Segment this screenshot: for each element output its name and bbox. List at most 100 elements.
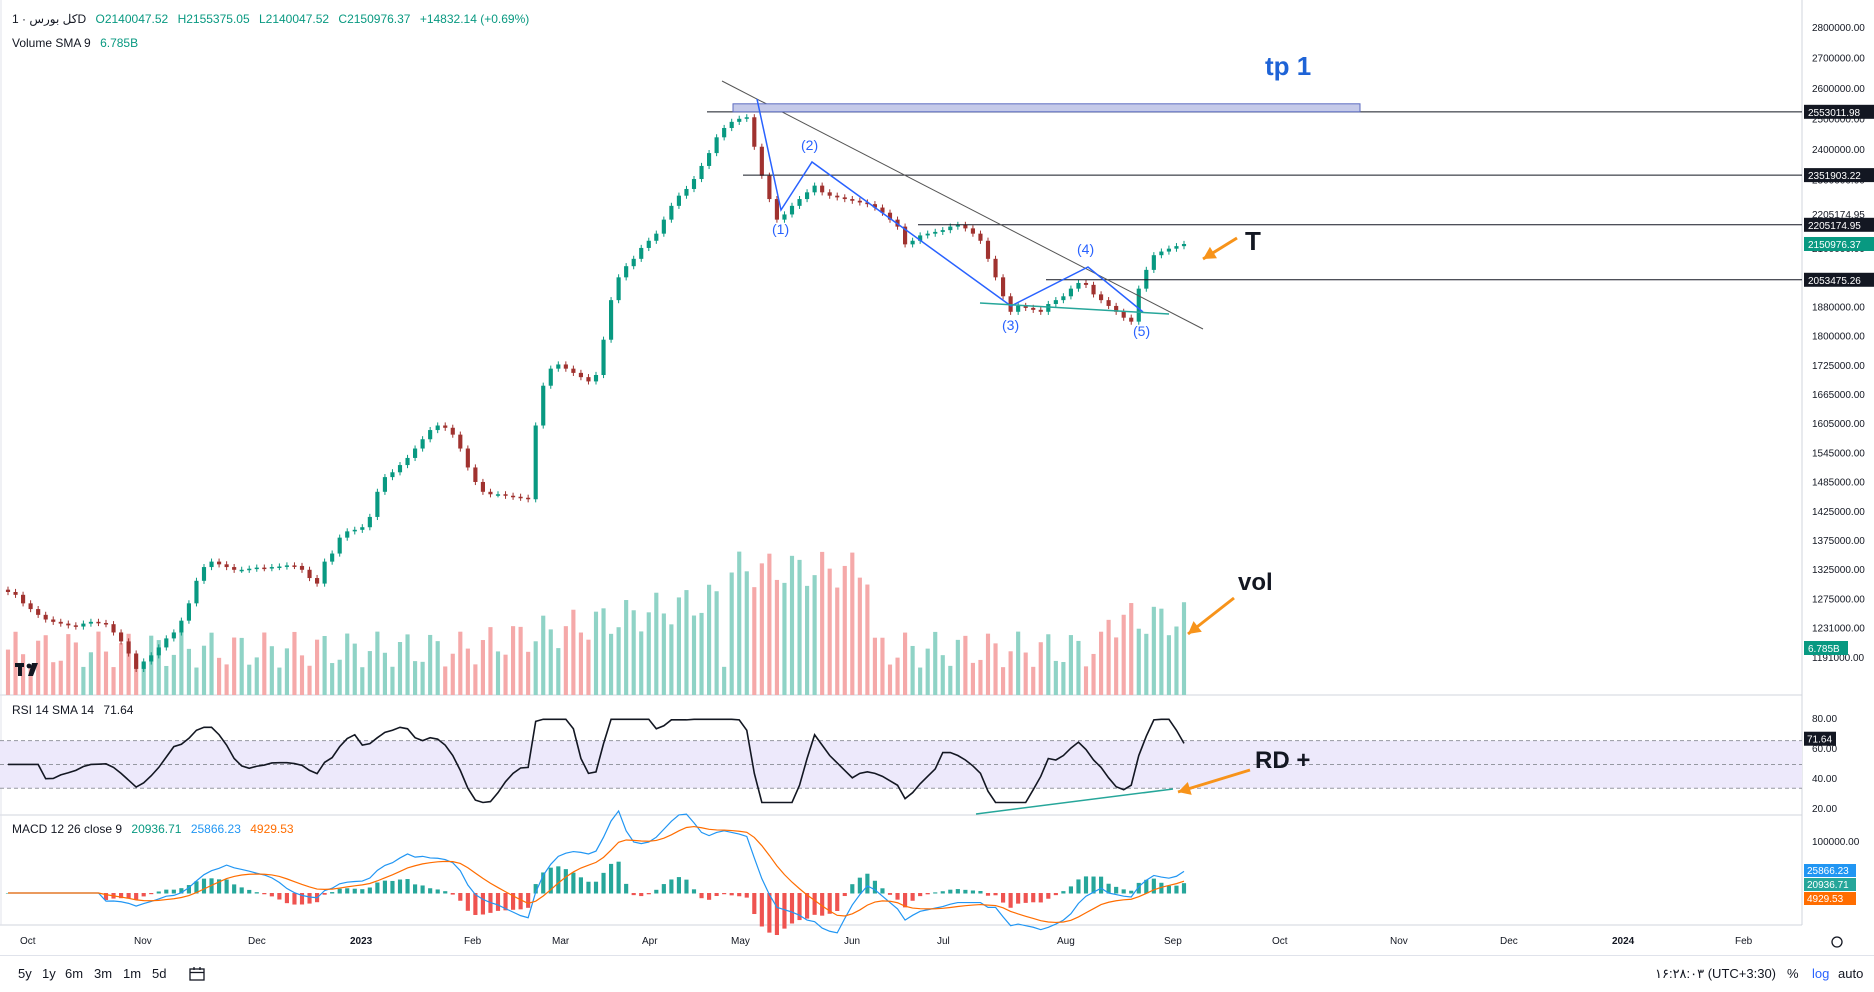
volume-bar bbox=[752, 587, 757, 695]
time-axis-label: Apr bbox=[642, 936, 658, 947]
volume-bar bbox=[707, 584, 712, 695]
candle-body bbox=[767, 175, 772, 200]
candle-body bbox=[820, 185, 825, 193]
arrow-vol-head bbox=[1188, 621, 1202, 634]
candle-body bbox=[1159, 251, 1164, 256]
candle-body bbox=[563, 364, 568, 369]
volume-bar bbox=[1181, 602, 1187, 695]
range-6m-button[interactable]: 6m bbox=[65, 966, 84, 981]
volume-bar bbox=[179, 631, 184, 695]
macd-histogram-bar bbox=[759, 893, 764, 927]
candle-body bbox=[684, 188, 689, 196]
macd-badge bbox=[1804, 892, 1856, 905]
macd-histogram-bar bbox=[1099, 876, 1104, 894]
volume-bar bbox=[330, 663, 335, 695]
volume-bar bbox=[759, 563, 764, 695]
label-vol: vol bbox=[1238, 569, 1273, 596]
candle-body bbox=[1023, 305, 1028, 308]
range-3m-button[interactable]: 3m bbox=[94, 966, 113, 981]
rsi-badge bbox=[1804, 731, 1836, 746]
volume-bar bbox=[367, 651, 372, 695]
candle-body bbox=[96, 621, 101, 624]
range-5d-button[interactable]: 5d bbox=[152, 966, 167, 981]
macd-histogram-bar bbox=[541, 872, 546, 894]
macd-histogram-bar bbox=[330, 892, 335, 894]
candle-body bbox=[1151, 255, 1156, 270]
candle-body bbox=[925, 233, 930, 236]
macd-histogram-bar bbox=[194, 881, 199, 894]
macd-histogram-bar bbox=[201, 878, 207, 894]
rsi-badge-label: 71.64 bbox=[1807, 735, 1832, 746]
volume-bar bbox=[292, 631, 297, 695]
volume-bar bbox=[375, 631, 380, 695]
price-axis-tick: 1275000.00 bbox=[1812, 594, 1865, 605]
candle-body bbox=[473, 467, 478, 482]
candle-body bbox=[119, 632, 124, 642]
log-scale-button[interactable]: log bbox=[1812, 966, 1830, 981]
level-price-label: 2351903.22 bbox=[1808, 171, 1861, 182]
wave-label: (2) bbox=[801, 137, 818, 153]
volume-bar bbox=[586, 639, 591, 695]
volume-bar bbox=[488, 627, 493, 695]
candle-body bbox=[933, 231, 938, 234]
macd-histogram-bar bbox=[880, 888, 885, 894]
macd-histogram-bar bbox=[654, 889, 659, 894]
candle-body bbox=[186, 603, 191, 621]
level-price-badge bbox=[1804, 272, 1874, 287]
percent-scale-button[interactable]: % bbox=[1787, 966, 1799, 981]
time-axis-label: Nov bbox=[1390, 936, 1408, 947]
macd-histogram-bar bbox=[5, 893, 11, 894]
settings-gear-icon[interactable] bbox=[1831, 936, 1843, 948]
macd-histogram-bar bbox=[820, 893, 825, 916]
clock-timezone[interactable]: ۱۶:۲۸:۰۳ (UTC+3:30) bbox=[1655, 966, 1776, 981]
volume-bar bbox=[948, 665, 953, 695]
macd-histogram-bar bbox=[390, 880, 395, 894]
volume-bar bbox=[1016, 631, 1021, 695]
support-line bbox=[979, 302, 1170, 315]
candle-body bbox=[616, 277, 621, 301]
macd-histogram-bar bbox=[458, 893, 463, 901]
candle-body bbox=[239, 569, 244, 572]
volume-bar bbox=[495, 651, 501, 695]
candle-body bbox=[1181, 243, 1187, 247]
macd-histogram-bar bbox=[835, 893, 840, 912]
price-axis-tick: 2700000.00 bbox=[1812, 54, 1865, 65]
date-range-icon[interactable] bbox=[188, 965, 206, 983]
candle-body bbox=[797, 199, 802, 206]
candle-body bbox=[1001, 277, 1006, 297]
candle-body bbox=[872, 204, 877, 208]
candle-body bbox=[360, 527, 365, 530]
volume-bar bbox=[1083, 666, 1089, 695]
auto-scale-button[interactable]: auto bbox=[1838, 966, 1864, 981]
candle-body bbox=[1083, 282, 1089, 285]
candle-body bbox=[654, 233, 659, 241]
range-1y-button[interactable]: 1y bbox=[42, 966, 56, 981]
symbol-name[interactable]: کل بورس · 1D bbox=[12, 12, 87, 26]
candle-body bbox=[631, 258, 636, 267]
volume-bar bbox=[903, 632, 908, 695]
volume-bar bbox=[194, 667, 199, 695]
price-axis-tick: 1545000.00 bbox=[1812, 448, 1865, 459]
macd-histogram-bar bbox=[186, 885, 191, 894]
volume-bar bbox=[601, 608, 606, 695]
candle-body bbox=[707, 153, 712, 166]
volume-bar bbox=[1008, 651, 1013, 695]
range-5y-button[interactable]: 5y bbox=[18, 966, 32, 981]
candle-body bbox=[73, 625, 78, 627]
volume-bar bbox=[654, 592, 659, 695]
macd-histogram-bar bbox=[714, 893, 719, 896]
volume-bar bbox=[593, 611, 599, 695]
volume-bar bbox=[171, 654, 176, 695]
macd-histogram-bar bbox=[1091, 876, 1096, 894]
level-price-badge bbox=[1804, 217, 1874, 232]
macd-histogram-bar bbox=[1061, 891, 1066, 894]
rsi-axis-tick: 60.00 bbox=[1812, 744, 1837, 755]
range-1m-button[interactable]: 1m bbox=[123, 966, 142, 981]
macd-histogram-bar bbox=[631, 893, 636, 896]
volume-bar bbox=[699, 612, 704, 695]
macd-value: 20936.71 bbox=[131, 822, 182, 836]
volume-bar bbox=[413, 661, 418, 695]
last-price-badge bbox=[1804, 236, 1874, 251]
rsi-axis-tick: 80.00 bbox=[1812, 714, 1837, 725]
